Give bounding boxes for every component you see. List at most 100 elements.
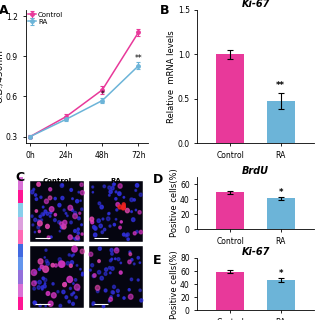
- Circle shape: [72, 237, 74, 239]
- Circle shape: [102, 305, 105, 308]
- Circle shape: [116, 209, 118, 211]
- Circle shape: [80, 200, 81, 202]
- Bar: [30, 181, 84, 242]
- Circle shape: [74, 212, 77, 215]
- Circle shape: [105, 268, 108, 271]
- Circle shape: [52, 283, 54, 285]
- Circle shape: [33, 287, 36, 290]
- Circle shape: [70, 261, 74, 264]
- Circle shape: [139, 289, 141, 292]
- Circle shape: [60, 184, 64, 188]
- Circle shape: [42, 277, 44, 280]
- Circle shape: [33, 188, 35, 190]
- Bar: [18, 284, 23, 297]
- Text: C: C: [16, 172, 25, 184]
- Circle shape: [54, 197, 56, 200]
- Circle shape: [119, 226, 121, 229]
- Circle shape: [42, 206, 44, 208]
- Circle shape: [82, 272, 83, 274]
- Circle shape: [98, 270, 101, 274]
- Circle shape: [131, 211, 132, 212]
- Circle shape: [44, 283, 46, 284]
- Circle shape: [77, 228, 79, 230]
- Circle shape: [54, 213, 57, 216]
- Circle shape: [59, 261, 64, 267]
- Bar: [267, 198, 295, 229]
- Circle shape: [58, 258, 61, 261]
- Circle shape: [125, 208, 129, 213]
- Circle shape: [31, 215, 33, 217]
- Circle shape: [120, 262, 122, 264]
- Circle shape: [31, 269, 37, 276]
- Circle shape: [33, 301, 36, 305]
- Circle shape: [137, 257, 140, 259]
- Circle shape: [42, 288, 43, 290]
- Circle shape: [111, 291, 114, 294]
- Circle shape: [43, 213, 44, 215]
- Circle shape: [62, 290, 65, 294]
- Circle shape: [37, 221, 42, 226]
- Circle shape: [98, 260, 100, 262]
- Circle shape: [101, 231, 103, 234]
- Circle shape: [52, 293, 56, 298]
- Circle shape: [112, 183, 115, 186]
- Circle shape: [100, 205, 103, 209]
- Circle shape: [132, 218, 135, 221]
- Circle shape: [41, 219, 43, 221]
- Circle shape: [31, 190, 34, 194]
- Circle shape: [78, 191, 79, 193]
- Circle shape: [67, 276, 73, 283]
- Circle shape: [125, 235, 127, 237]
- Text: **: **: [135, 54, 142, 63]
- Circle shape: [38, 259, 43, 264]
- Circle shape: [37, 182, 40, 186]
- Circle shape: [38, 280, 41, 284]
- Circle shape: [115, 198, 117, 200]
- Circle shape: [33, 301, 36, 304]
- Circle shape: [63, 220, 67, 225]
- Circle shape: [74, 229, 76, 232]
- Circle shape: [92, 226, 95, 229]
- Bar: [216, 272, 244, 310]
- Circle shape: [115, 219, 117, 220]
- Circle shape: [126, 233, 129, 236]
- Circle shape: [118, 184, 122, 188]
- Circle shape: [50, 236, 52, 238]
- Bar: [267, 280, 295, 310]
- Circle shape: [74, 237, 77, 240]
- Circle shape: [61, 184, 63, 186]
- Circle shape: [113, 285, 116, 289]
- Circle shape: [130, 278, 133, 281]
- Circle shape: [92, 302, 95, 305]
- Circle shape: [109, 260, 112, 262]
- Circle shape: [122, 203, 125, 206]
- Circle shape: [103, 228, 106, 231]
- Text: *: *: [278, 269, 283, 278]
- Circle shape: [51, 263, 54, 267]
- Circle shape: [35, 198, 38, 200]
- Circle shape: [139, 193, 142, 196]
- Circle shape: [97, 219, 100, 222]
- Circle shape: [108, 212, 110, 214]
- Circle shape: [65, 283, 66, 284]
- Circle shape: [68, 254, 70, 256]
- Circle shape: [123, 196, 124, 198]
- Circle shape: [46, 224, 49, 228]
- Circle shape: [127, 238, 129, 241]
- Circle shape: [116, 248, 118, 251]
- Bar: [89, 181, 143, 242]
- Circle shape: [73, 283, 74, 284]
- Circle shape: [102, 218, 104, 220]
- Circle shape: [80, 268, 81, 270]
- Circle shape: [108, 186, 111, 189]
- Circle shape: [47, 236, 50, 239]
- Circle shape: [80, 183, 83, 187]
- Circle shape: [34, 231, 36, 233]
- Circle shape: [59, 304, 62, 307]
- Circle shape: [32, 224, 34, 226]
- Circle shape: [103, 185, 106, 188]
- Circle shape: [128, 289, 130, 291]
- Circle shape: [80, 191, 84, 195]
- Circle shape: [133, 199, 135, 201]
- Circle shape: [65, 296, 68, 299]
